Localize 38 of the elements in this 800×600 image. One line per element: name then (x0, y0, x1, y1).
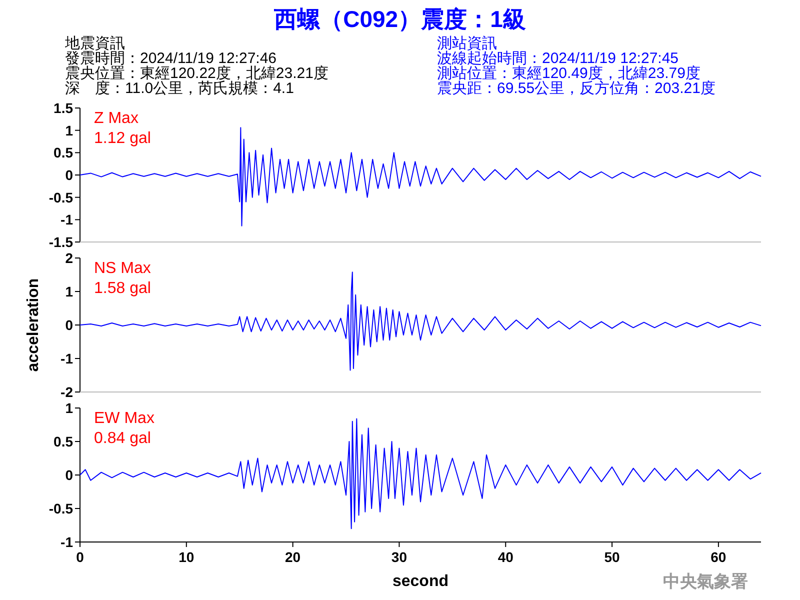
y-tick-label: -0.5 (48, 189, 74, 206)
y-tick-label: -0.5 (48, 500, 74, 516)
y-tick-label: -2 (60, 384, 74, 400)
y-tick-label: -1.5 (48, 234, 74, 250)
y-tick-label: 0 (65, 167, 74, 183)
y-tick-label: 1 (65, 400, 74, 416)
y-tick-label: 2 (65, 250, 74, 266)
y-tick-label: 1 (65, 284, 74, 300)
x-tick-label: 10 (178, 549, 194, 565)
text: 震央距：69.55公里，反方位角：203.21度 (437, 80, 716, 97)
x-tick-label: 60 (710, 549, 726, 565)
x-tick-label: 0 (76, 549, 84, 565)
annotation: 1.58 gal (94, 280, 151, 297)
text: 地震資訊 (64, 35, 125, 52)
annotation: NS Max (94, 260, 151, 277)
chart-title: 西螺（C092）震度：1級 (273, 6, 526, 32)
text: 中央氣象署 (663, 572, 748, 591)
annotation: EW Max (94, 410, 154, 427)
annotation: 1.12 gal (94, 130, 151, 147)
text: 深 度：11.0公里，芮氏規模：4.1 (65, 80, 294, 97)
y-tick-label: -1 (60, 212, 74, 228)
y-axis-title: acceleration (25, 278, 42, 372)
y-tick-label: 0 (65, 467, 74, 483)
y-tick-label: -1 (60, 350, 74, 366)
x-tick-label: 30 (391, 549, 408, 565)
x-tick-label: 40 (498, 549, 514, 565)
x-tick-label: 50 (604, 549, 620, 565)
y-tick-label: 0.5 (54, 434, 74, 450)
y-tick-label: 1.5 (54, 100, 74, 116)
text: 測站資訊 (437, 35, 497, 52)
annotation: 0.84 gal (94, 430, 151, 447)
annotation: Z Max (94, 110, 138, 127)
y-tick-label: 0 (65, 317, 74, 333)
x-tick-label: 20 (285, 549, 301, 565)
y-tick-label: 0.5 (54, 144, 74, 161)
x-axis-title: second (392, 573, 449, 590)
y-tick-label: 1 (65, 122, 74, 138)
y-tick-label: -1 (60, 534, 74, 550)
